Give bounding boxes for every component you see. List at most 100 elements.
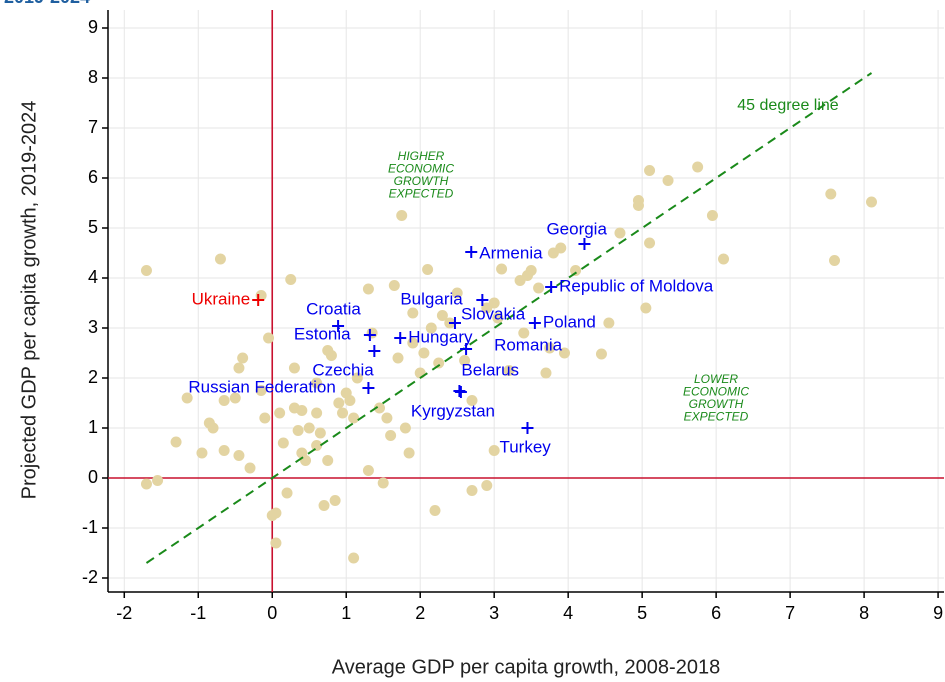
data-point — [259, 412, 271, 424]
data-point — [829, 255, 841, 266]
data-point — [407, 307, 419, 319]
data-point — [362, 382, 375, 394]
data-point — [263, 332, 275, 344]
data-point — [233, 450, 245, 461]
data-point — [337, 407, 349, 419]
annotation: HIGHER — [398, 149, 445, 163]
data-point — [465, 246, 478, 258]
data-point — [296, 405, 308, 416]
x-tick-label: 8 — [859, 603, 869, 623]
data-point — [152, 475, 164, 486]
data-point — [252, 294, 265, 306]
data-point — [521, 422, 534, 434]
point-label: Slovakia — [461, 304, 526, 323]
data-point — [865, 196, 877, 208]
data-point — [503, 365, 515, 376]
data-point — [403, 447, 415, 459]
data-point — [281, 487, 293, 499]
data-point — [488, 297, 500, 309]
data-point — [196, 447, 208, 459]
y-tick-label: -1 — [82, 517, 98, 537]
point-label: Armenia — [479, 243, 543, 262]
point-label: Belarus — [461, 360, 519, 379]
y-tick-label: 2 — [88, 367, 98, 387]
y-tick-label: -2 — [82, 567, 98, 587]
data-point — [392, 352, 404, 364]
data-point — [460, 343, 473, 355]
data-point — [366, 327, 378, 339]
data-point — [377, 477, 389, 489]
data-point — [381, 412, 393, 424]
x-tick-label: -1 — [190, 603, 206, 623]
y-tick-label: 7 — [88, 117, 98, 137]
data-point — [344, 395, 356, 406]
data-point — [140, 265, 152, 276]
annotation: EXPECTED — [684, 410, 749, 424]
point-label: Estonia — [294, 324, 351, 343]
point-label: Hungary — [408, 327, 473, 346]
data-point — [488, 445, 500, 456]
data-point — [545, 281, 558, 293]
annotation: EXPECTED — [389, 187, 454, 201]
data-point — [454, 386, 467, 398]
data-point — [363, 329, 376, 341]
annotation: LOWER — [694, 372, 738, 386]
data-point — [825, 188, 837, 200]
annotation: GROWTH — [689, 397, 744, 411]
data-point — [394, 332, 407, 344]
data-point — [333, 397, 345, 409]
data-point — [318, 500, 330, 511]
data-point — [270, 507, 282, 519]
data-point — [476, 294, 489, 306]
data-point — [285, 274, 297, 285]
y-axis-label: Projected GDP per capita growth, 2019-20… — [18, 101, 40, 500]
y-tick-label: 5 — [88, 217, 98, 237]
data-point — [518, 327, 530, 339]
data-point — [218, 395, 230, 406]
data-point — [300, 455, 312, 466]
y-tick-label: 0 — [88, 467, 98, 487]
data-point — [603, 317, 615, 329]
data-point — [558, 347, 570, 359]
data-point — [459, 355, 471, 366]
data-point — [277, 437, 289, 449]
data-point — [368, 345, 381, 357]
annotation: GROWTH — [394, 174, 449, 188]
data-point — [399, 422, 411, 434]
point-label: Ukraine — [192, 289, 251, 308]
point-label: Turkey — [499, 437, 551, 456]
y-tick-label: 6 — [88, 167, 98, 187]
data-point — [496, 263, 508, 275]
data-point — [451, 287, 463, 299]
data-point — [466, 395, 478, 406]
x-tick-label: 4 — [563, 603, 573, 623]
data-point — [448, 317, 461, 329]
data-point — [429, 505, 441, 516]
point-label: Republic of Moldova — [559, 276, 714, 295]
data-point — [362, 283, 374, 295]
x-tick-label: 2 — [415, 603, 425, 623]
data-point — [385, 430, 397, 441]
data-point — [274, 407, 286, 419]
x-axis-label: Average GDP per capita growth, 2008-2018 — [332, 656, 720, 678]
data-point — [325, 350, 337, 361]
data-point — [436, 310, 448, 321]
data-point — [662, 175, 674, 186]
y-tick-label: 3 — [88, 317, 98, 337]
data-point — [292, 425, 304, 436]
data-point — [303, 422, 315, 434]
point-label: Poland — [543, 312, 596, 331]
data-point — [332, 320, 345, 332]
data-point — [481, 480, 493, 491]
data-point — [214, 253, 226, 265]
data-point — [706, 210, 718, 221]
data-point — [578, 238, 591, 250]
data-point — [540, 367, 552, 379]
data-point — [207, 422, 219, 434]
y-tick-label: 1 — [88, 417, 98, 437]
data-point — [396, 210, 408, 221]
chart-title: 2019-2024 — [4, 0, 90, 7]
data-point — [614, 227, 626, 239]
data-point — [425, 322, 437, 334]
